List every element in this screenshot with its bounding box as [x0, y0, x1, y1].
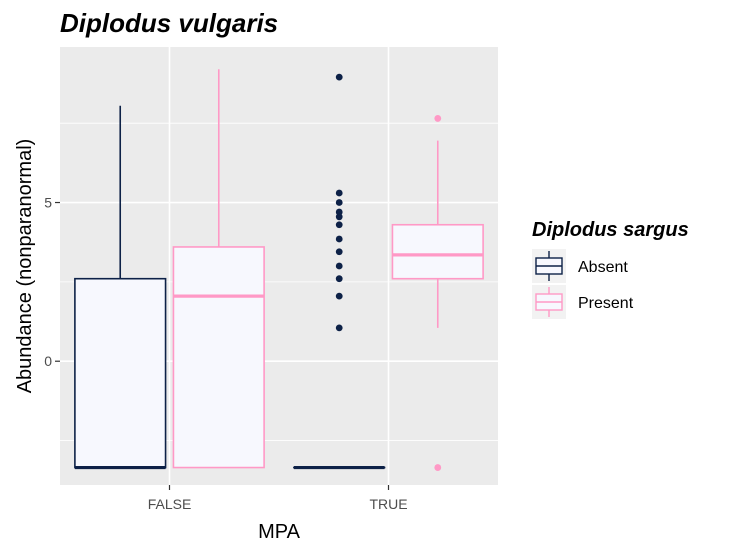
outlier-point — [335, 275, 343, 283]
x-tick-label: FALSE — [148, 496, 192, 512]
box-absent-false — [74, 105, 167, 470]
x-tick-label: TRUE — [369, 496, 407, 512]
box-present-false — [172, 69, 265, 469]
legend: Diplodus sargus Absent Present — [532, 219, 689, 319]
legend-title: Diplodus sargus — [532, 219, 689, 241]
outlier-point — [335, 199, 343, 206]
legend-label-present: Present — [578, 295, 634, 312]
outlier-point — [335, 208, 343, 216]
axis-ticks: 0 5 FALSE TRUE — [44, 195, 407, 512]
y-tick-label: 5 — [44, 195, 52, 211]
legend-key-absent: Absent — [532, 249, 628, 283]
y-axis-title: Abundance (nonparanormal) — [14, 139, 36, 394]
outlier-point — [335, 292, 343, 300]
outlier-point — [335, 262, 343, 270]
outlier-point — [335, 213, 343, 221]
outlier-point — [335, 235, 343, 243]
box-body — [74, 277, 167, 469]
outlier-point — [335, 221, 343, 229]
outlier-point — [434, 464, 442, 471]
outlier-point — [434, 115, 442, 122]
box-absent-true — [293, 73, 386, 470]
outlier-point — [335, 324, 343, 332]
outlier-point — [335, 73, 343, 81]
outlier-point — [335, 248, 343, 256]
box-body — [391, 223, 484, 280]
outlier-point — [335, 189, 343, 197]
box-present-true — [391, 115, 484, 471]
y-tick-label: 0 — [44, 353, 52, 369]
chart-title: Diplodus vulgaris — [60, 8, 278, 38]
legend-key-present: Present — [532, 285, 634, 319]
box-body — [172, 246, 265, 469]
legend-label-absent: Absent — [578, 259, 628, 276]
x-axis-title: MPA — [258, 521, 301, 543]
boxes — [74, 69, 484, 471]
